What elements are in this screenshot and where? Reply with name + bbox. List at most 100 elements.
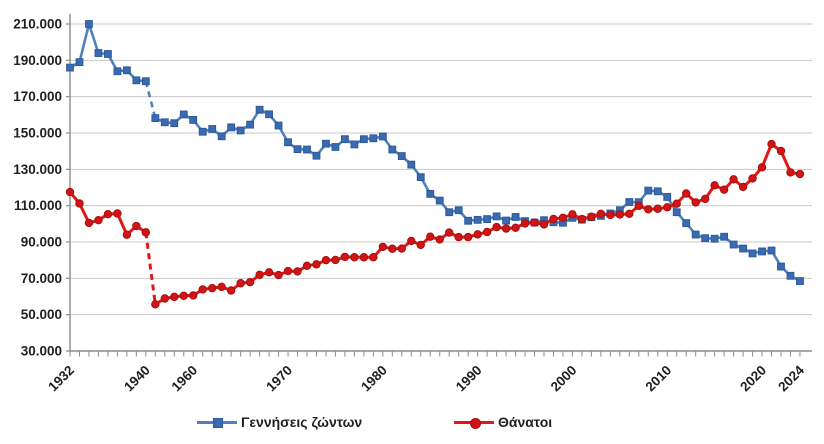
births-marker [644, 186, 653, 195]
births-marker [293, 145, 302, 154]
births-marker [208, 125, 217, 133]
births-marker [786, 271, 795, 280]
deaths-marker [482, 227, 492, 237]
legend-item-births[interactable]: Γεννήσεις ζώντων [197, 411, 362, 433]
deaths-marker [530, 218, 539, 227]
births-legend-swatch [197, 415, 237, 429]
deaths-marker [160, 294, 170, 303]
births-marker [464, 216, 473, 225]
deaths-marker [682, 189, 691, 198]
births-marker [75, 58, 84, 67]
deaths-marker [596, 209, 606, 219]
births-marker [445, 208, 454, 217]
deaths-marker [445, 228, 454, 237]
births-marker [303, 145, 311, 154]
deaths-marker [520, 219, 530, 228]
births-marker [160, 118, 169, 127]
births-marker [767, 246, 776, 255]
deaths-marker [84, 218, 94, 228]
births-marker [748, 249, 757, 258]
births-marker [369, 134, 378, 143]
deaths-marker [663, 203, 672, 212]
deaths-marker [729, 175, 738, 184]
births-marker [729, 240, 738, 249]
y-tick-label: 90.000 [21, 235, 62, 250]
births-marker [217, 132, 226, 141]
births-marker [198, 127, 207, 136]
y-tick-label: 30.000 [21, 344, 62, 359]
deaths-marker [568, 210, 577, 219]
legend: Γεννήσεις ζώντων Θάνατοι [0, 411, 824, 437]
x-tick-label: 2024 [775, 362, 807, 394]
births-marker [341, 135, 349, 144]
births-legend-label: Γεννήσεις ζώντων [241, 414, 363, 430]
births-marker [312, 151, 321, 160]
deaths-marker [615, 210, 625, 219]
births-marker [94, 49, 103, 57]
deaths-marker [767, 139, 776, 149]
x-tick-label: 1940 [121, 363, 153, 395]
births-marker [388, 145, 397, 154]
deaths-marker [236, 279, 245, 288]
births-marker [796, 277, 804, 285]
deaths-marker [416, 240, 425, 250]
y-tick-label: 190.000 [13, 53, 62, 68]
deaths-marker [331, 255, 340, 265]
births-marker [141, 77, 150, 86]
births-marker [151, 114, 160, 123]
deaths-marker [103, 210, 113, 219]
deaths-marker [283, 266, 293, 276]
deaths-marker [757, 163, 767, 172]
births-marker [701, 234, 710, 243]
deaths-marker [776, 146, 786, 156]
deaths-marker [141, 228, 151, 237]
deaths-marker [463, 232, 473, 242]
births-marker [378, 132, 387, 141]
deaths-marker [179, 291, 188, 300]
deaths-marker [170, 292, 179, 302]
births-marker [691, 230, 700, 239]
deaths-marker [625, 209, 634, 219]
births-marker [511, 213, 520, 221]
births-marker [104, 50, 112, 58]
births-marker [473, 215, 482, 224]
deaths-marker [606, 210, 615, 220]
deaths-marker [407, 236, 416, 246]
deaths-marker [274, 270, 283, 280]
births-marker [227, 123, 236, 132]
deaths-marker [653, 204, 662, 213]
y-tick-label: 150.000 [13, 126, 62, 141]
births-marker [397, 152, 406, 160]
births-marker [777, 262, 785, 271]
deaths-marker [378, 242, 388, 252]
deaths-marker [539, 220, 549, 229]
deaths-marker [198, 285, 207, 294]
legend-item-deaths[interactable]: Θάνατοι [454, 411, 552, 433]
births-marker [492, 212, 501, 221]
births-marker [132, 76, 141, 85]
births-gap-dashed-segment [144, 80, 157, 119]
deaths-marker [634, 201, 643, 211]
deaths-marker [786, 168, 795, 177]
deaths-marker [644, 205, 653, 214]
deaths-marker [94, 216, 103, 225]
births-marker [122, 66, 131, 75]
births-marker [255, 105, 264, 114]
deaths-marker [369, 253, 378, 262]
deaths-marker [245, 277, 255, 287]
deaths-marker [738, 182, 748, 192]
births-marker [350, 140, 359, 149]
births-marker [322, 139, 330, 148]
births-marker [274, 121, 283, 130]
x-tick-label: 2020 [737, 363, 769, 395]
x-tick-label: 2000 [548, 363, 580, 395]
births-marker [710, 234, 719, 243]
births-marker [682, 219, 691, 228]
deaths-marker [226, 286, 236, 295]
x-tick-label: 1960 [169, 363, 201, 395]
births-legend-square-icon [213, 418, 223, 428]
deaths-marker [672, 199, 681, 208]
births-marker [625, 198, 634, 206]
deaths-marker [217, 282, 226, 292]
